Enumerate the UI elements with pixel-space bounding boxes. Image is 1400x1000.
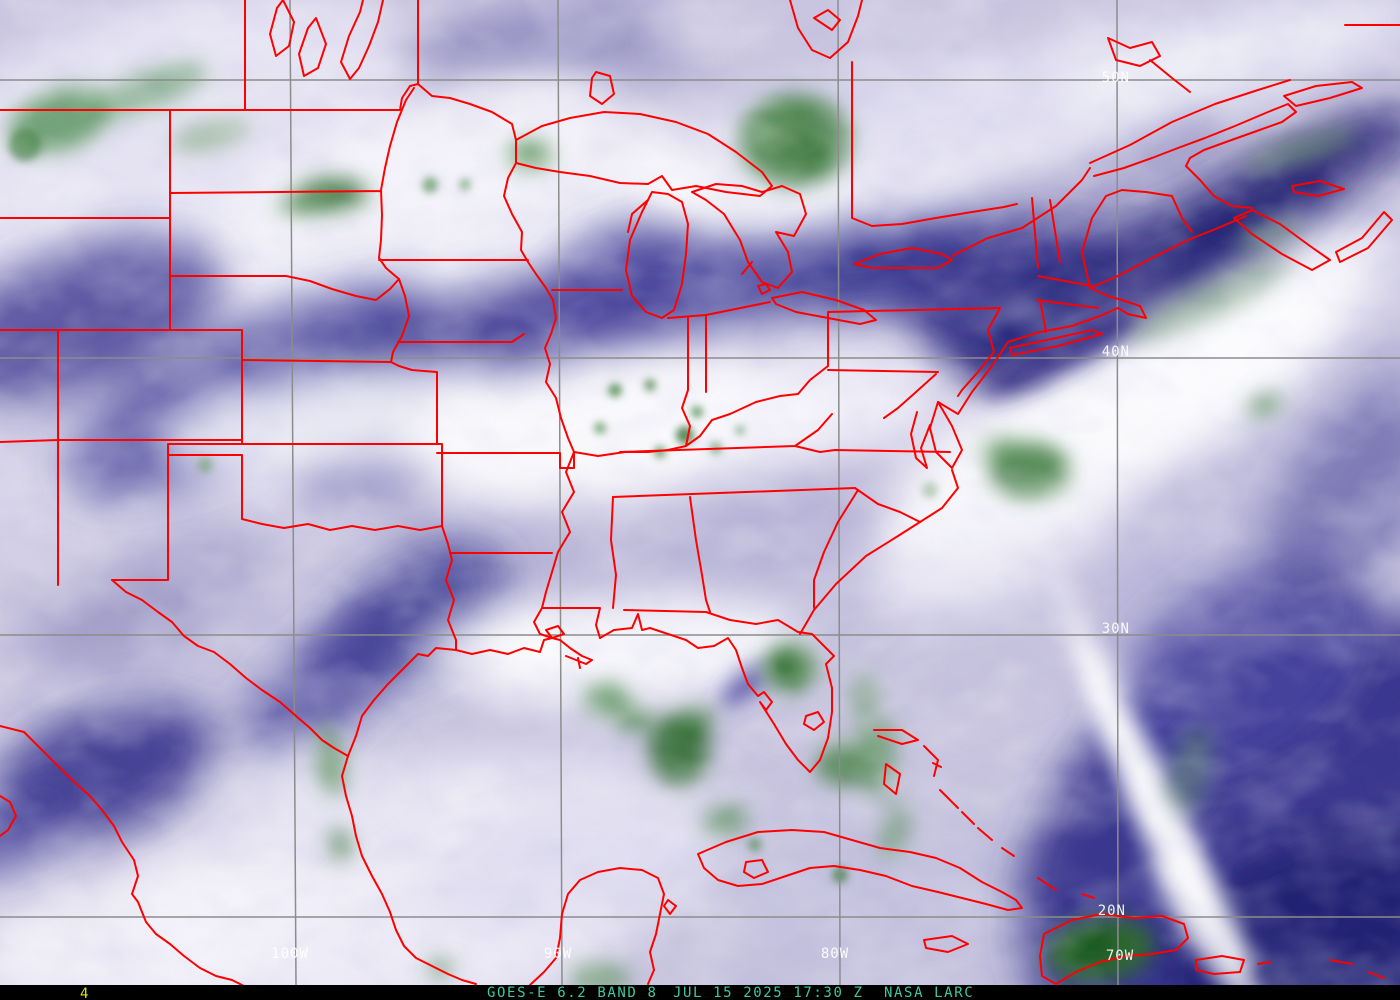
texas-gulf-coast [347, 637, 553, 757]
rio-grande [111, 579, 349, 757]
border-manitoba [244, 0, 419, 111]
jamaica [923, 935, 969, 953]
colorado-wyoming [0, 109, 243, 586]
gridline-70w [1116, 0, 1119, 986]
caption-timestamp: JUL 15 2025 17:30 Z [673, 985, 864, 1000]
nova-scotia [1185, 165, 1393, 271]
st-lawrence-river [951, 79, 1297, 257]
longitude-label-100w: 100W [271, 946, 309, 962]
illinois-indiana-ohio [551, 289, 707, 447]
latitude-label-50n: 50N [1102, 70, 1130, 86]
gulf-coast-florida [599, 613, 835, 773]
latitude-label-20n: 20N [1098, 903, 1126, 919]
border-us-canada [0, 83, 517, 141]
bahamas [873, 729, 1385, 979]
mexico-pacific-coast [0, 725, 249, 989]
nebraska-iowa-missouri-river [169, 275, 525, 445]
caption-credit: NASA LARC [884, 985, 974, 1000]
lake-michigan [625, 191, 689, 319]
mississippi-river-upper [503, 162, 575, 453]
hispaniola [1039, 913, 1189, 985]
southeast-coast [799, 469, 959, 635]
border-ontario-quebec [851, 61, 1018, 227]
longitude-label-80w: 80W [821, 946, 849, 962]
minnesota-dakotas [169, 87, 529, 280]
caption-bar-background [0, 985, 1400, 1000]
lake-huron [691, 183, 807, 289]
longitude-label-70w: 70W [1106, 948, 1134, 964]
james-bay [789, 0, 863, 59]
grid-labels: 50N 40N 30N 20N 100W 90W 80W 70W [271, 70, 1134, 964]
oklahoma-panhandle [167, 443, 575, 527]
lake-manitoba [269, 0, 327, 77]
new-england-borders [1031, 197, 1099, 333]
cuba [697, 829, 1023, 911]
longitude-label-90w: 90W [544, 946, 572, 962]
gridline-80w [837, 0, 841, 986]
delmarva-chesapeake [883, 373, 963, 469]
pennsylvania-borders [827, 307, 1001, 397]
lake-ontario [853, 247, 953, 269]
puerto-rico [1195, 955, 1271, 975]
mississippi-alabama-georgia [610, 496, 799, 633]
latitude-label-30n: 30N [1102, 621, 1130, 637]
latitude-label-40n: 40N [1102, 344, 1130, 360]
maine [1081, 189, 1247, 289]
mexico-gulf-coast [341, 755, 477, 985]
lake-winnipeg [340, 0, 384, 80]
gridline-90w [557, 0, 563, 986]
kentucky-tennessee [612, 413, 951, 609]
mississippi-river-lower [449, 451, 601, 669]
gridline-100w [289, 0, 297, 986]
caption-source: GOES-E 6.2 BAND 8 [487, 985, 658, 1000]
yucatan [529, 867, 677, 986]
northeast-coast [937, 287, 1147, 415]
frame-number: 4 [80, 986, 88, 1000]
lake-erie [757, 283, 877, 325]
red-river-texas [111, 454, 457, 651]
quebec-lakes [1107, 24, 1400, 93]
caption-bar: 4 GOES-E 6.2 BAND 8 JUL 15 2025 17:30 Z … [0, 985, 1400, 1000]
anticosti-island [1283, 81, 1363, 107]
lake-superior [515, 111, 773, 197]
lake-nipigon [589, 71, 615, 105]
